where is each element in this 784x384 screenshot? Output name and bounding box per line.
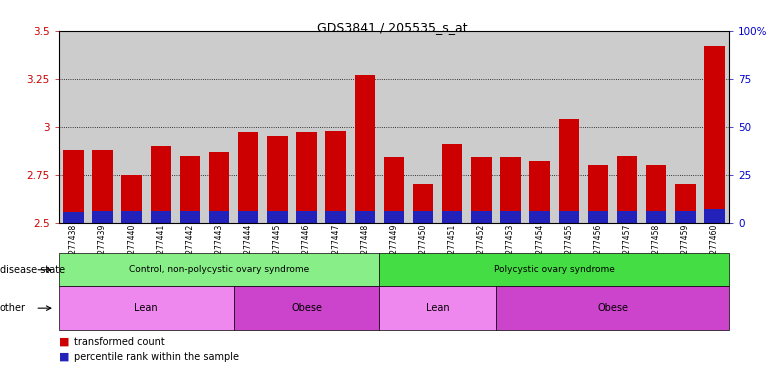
Bar (267, 211, 288, 223)
Text: disease state: disease state (0, 265, 65, 275)
Bar (704, 209, 724, 223)
Bar (180, 156, 200, 223)
Bar (471, 157, 492, 223)
Bar (588, 211, 608, 223)
Bar (675, 211, 695, 223)
Bar (617, 211, 637, 223)
Bar (413, 184, 434, 223)
Bar (122, 175, 142, 223)
Bar (354, 211, 375, 223)
Text: other: other (0, 303, 26, 313)
Bar (267, 136, 288, 223)
Text: Obese: Obese (291, 303, 322, 313)
Bar (442, 144, 463, 223)
Bar (238, 211, 259, 223)
Bar (442, 211, 463, 223)
Text: Obese: Obese (597, 303, 628, 313)
Bar (296, 211, 317, 223)
Bar (383, 211, 405, 223)
Bar (209, 211, 229, 223)
Text: ■: ■ (59, 352, 69, 362)
Bar (296, 132, 317, 223)
Bar (646, 211, 666, 223)
Bar (559, 211, 579, 223)
Bar (151, 146, 171, 223)
Bar (617, 156, 637, 223)
Bar (471, 211, 492, 223)
Bar (588, 165, 608, 223)
Bar (354, 75, 375, 223)
Bar (64, 212, 84, 223)
Bar (93, 150, 113, 223)
Text: GDS3841 / 205535_s_at: GDS3841 / 205535_s_at (317, 21, 467, 34)
Text: percentile rank within the sample: percentile rank within the sample (74, 352, 239, 362)
Bar (529, 211, 550, 223)
Bar (675, 184, 695, 223)
Bar (151, 211, 171, 223)
Text: Control, non-polycystic ovary syndrome: Control, non-polycystic ovary syndrome (129, 265, 309, 274)
Text: Lean: Lean (426, 303, 449, 313)
Bar (413, 211, 434, 223)
Bar (646, 165, 666, 223)
Bar (325, 211, 346, 223)
Bar (500, 211, 521, 223)
Text: transformed count: transformed count (74, 337, 165, 347)
Bar (209, 152, 229, 223)
Bar (64, 150, 84, 223)
Text: ■: ■ (59, 337, 69, 347)
Bar (704, 46, 724, 223)
Bar (383, 157, 405, 223)
Bar (180, 211, 200, 223)
Bar (238, 132, 259, 223)
Bar (500, 157, 521, 223)
Text: Lean: Lean (134, 303, 158, 313)
Text: Polycystic ovary syndrome: Polycystic ovary syndrome (494, 265, 615, 274)
Bar (559, 119, 579, 223)
Bar (325, 131, 346, 223)
Bar (122, 211, 142, 223)
Bar (529, 161, 550, 223)
Bar (93, 211, 113, 223)
